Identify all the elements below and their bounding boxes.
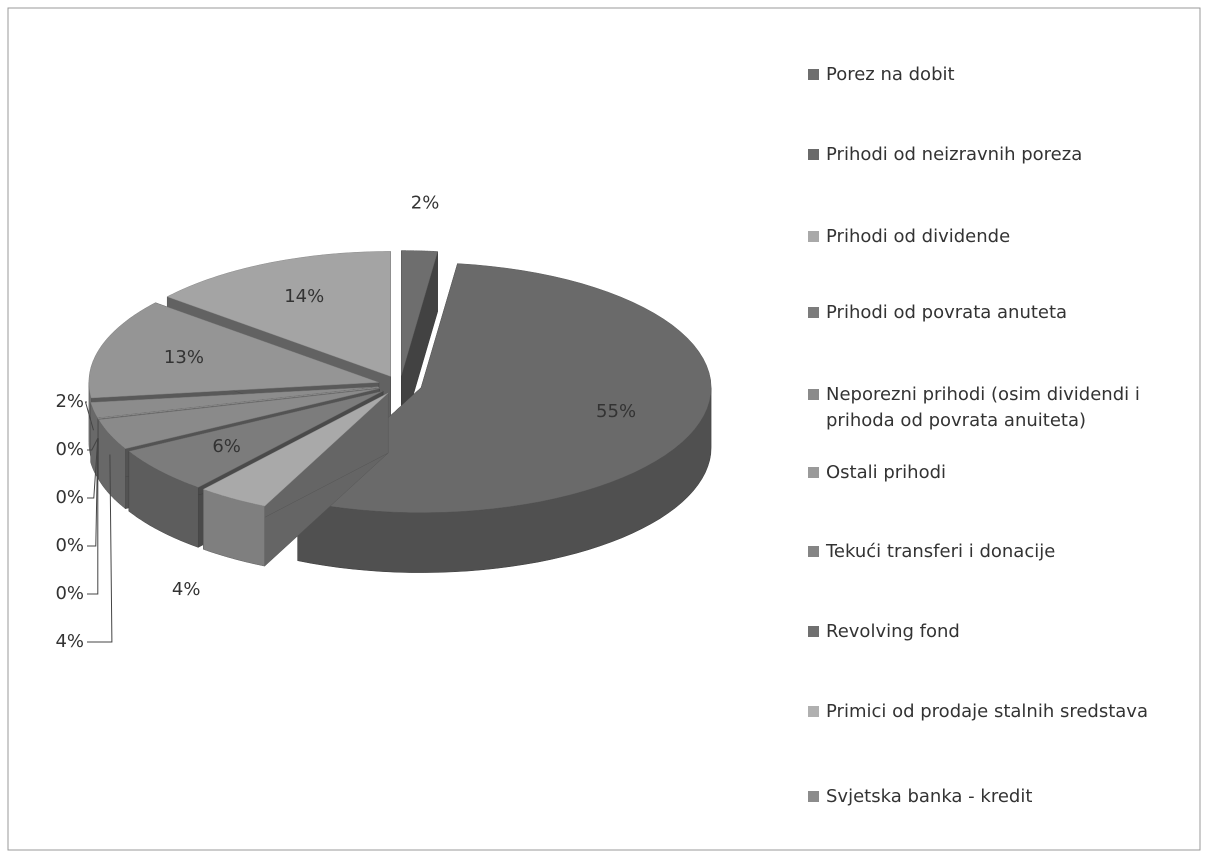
slice (88, 302, 379, 399)
legend-item: Neporezni prihodi (osim dividendi i prih… (808, 382, 1203, 434)
legend-item: Prihodi od povrata anuteta (808, 300, 1203, 326)
legend-swatch (808, 69, 819, 80)
slice (401, 250, 439, 376)
legend-swatch (808, 706, 819, 717)
legend-item: Porez na dobit (808, 62, 1203, 88)
data-label: 0% (55, 583, 84, 604)
legend-swatch (808, 307, 819, 318)
legend-item: Prihodi od neizravnih poreza (808, 142, 1203, 168)
data-label: 13% (164, 347, 204, 368)
legend-item: Revolving fond (808, 619, 1203, 645)
legend-label: Tekući transferi i donacije (826, 541, 1056, 562)
slice (90, 386, 379, 419)
leader-line (87, 438, 99, 547)
legend-swatch (808, 467, 819, 478)
chart-frame (7, 7, 1201, 851)
legend-label: Ostali prihodi (826, 462, 947, 483)
legend-item: Prihodi od dividende (808, 224, 1203, 250)
legend-item: Primici od prodaje stalnih sredstava (808, 699, 1203, 725)
leader-line (87, 438, 99, 595)
data-label: 0% (55, 487, 84, 508)
legend-label: Neporezni prihodi (osim dividendi i prih… (826, 384, 1140, 431)
legend-swatch (808, 389, 819, 400)
legend-label: Revolving fond (826, 621, 960, 642)
data-label: 0% (55, 535, 84, 556)
legend-swatch (808, 546, 819, 557)
leader-line (84, 401, 94, 431)
slice (128, 390, 384, 488)
data-label: 4% (55, 631, 84, 652)
legend-swatch (808, 791, 819, 802)
data-label: 2% (411, 192, 440, 213)
slice (297, 263, 712, 513)
legend-swatch (808, 231, 819, 242)
data-label: 6% (212, 436, 241, 457)
data-label: 14% (284, 286, 324, 307)
legend-item: Tekući transferi i donacije (808, 539, 1203, 565)
legend-label: Prihodi od povrata anuteta (826, 302, 1068, 323)
data-label: 0% (55, 439, 84, 460)
legend-label: Primici od prodaje stalnih sredstava (826, 701, 1148, 722)
slice (166, 251, 391, 377)
slice (97, 387, 379, 419)
leader-line (87, 438, 99, 451)
legend-item: Svjetska banka - kredit (808, 784, 1203, 810)
legend-swatch (808, 149, 819, 160)
legend-swatch (808, 626, 819, 637)
slice (98, 388, 380, 449)
leader-line (87, 438, 99, 499)
leader-line (87, 454, 113, 643)
data-label: 4% (172, 579, 201, 600)
legend-item: Ostali prihodi (808, 460, 1203, 486)
legend-label: Prihodi od neizravnih poreza (826, 144, 1083, 165)
data-label: 55% (596, 401, 636, 422)
data-label: 2% (55, 391, 84, 412)
legend-label: Porez na dobit (826, 64, 955, 85)
slice (202, 392, 389, 507)
legend-label: Prihodi od dividende (826, 226, 1011, 247)
legend-label: Svjetska banka - kredit (826, 786, 1033, 807)
